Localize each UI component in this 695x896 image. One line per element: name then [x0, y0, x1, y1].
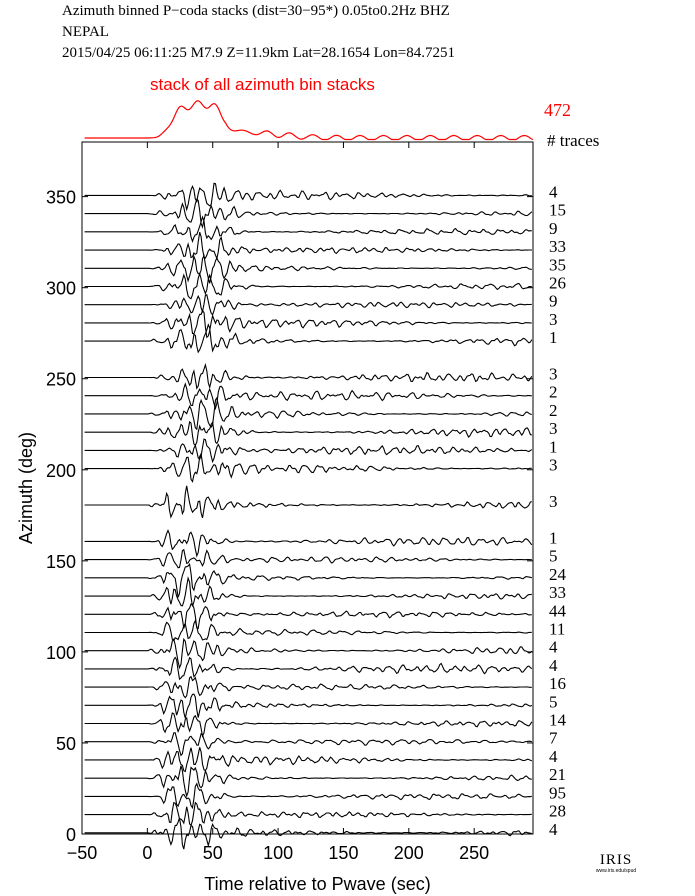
header-line-1: Azimuth binned P−coda stacks (dist=30−95…	[62, 3, 450, 19]
trace-count-label: 33	[549, 237, 566, 256]
y-tick-label: 350	[46, 188, 76, 208]
trace-count-label: 35	[549, 255, 566, 274]
count-labels: 4159333526931322313315243344114416514742…	[549, 182, 567, 838]
seismic-trace	[84, 309, 532, 339]
seismic-trace	[84, 396, 532, 431]
seismic-trace	[84, 765, 532, 798]
seismic-trace	[84, 675, 532, 699]
trace-count-label: 4	[549, 656, 558, 675]
trace-count-header: # traces	[547, 131, 599, 150]
trace-count-label: 21	[549, 765, 566, 784]
trace-count-label: 3	[549, 365, 558, 384]
x-tick-label: 50	[203, 843, 223, 863]
seismic-trace	[84, 215, 532, 243]
trace-count-label: 14	[549, 711, 567, 730]
seismic-trace	[84, 253, 532, 284]
seismic-trace	[84, 420, 532, 446]
trace-count-label: 3	[549, 456, 558, 475]
trace-count-label: 28	[549, 802, 566, 821]
seismic-trace	[84, 294, 532, 316]
seismic-trace	[84, 619, 532, 642]
trace-count-label: 3	[549, 310, 558, 329]
seismic-trace	[84, 801, 532, 827]
seismic-trace	[84, 747, 532, 773]
trace-count-label: 16	[549, 674, 566, 693]
y-tick-label: 0	[66, 825, 76, 845]
trace-count-label: 9	[549, 292, 558, 311]
seismic-trace	[84, 271, 532, 300]
x-axis-label: Time relative to Pwave (sec)	[204, 874, 430, 894]
seismic-trace	[84, 563, 532, 598]
trace-count-label: 1	[549, 328, 558, 347]
seismic-trace	[84, 485, 532, 519]
trace-count-label: 1	[549, 528, 558, 547]
seismic-trace	[84, 732, 532, 757]
y-tick-label: 50	[56, 734, 76, 754]
seismic-trace	[84, 323, 533, 354]
seismic-trace	[84, 656, 533, 681]
stack-trace	[84, 100, 534, 141]
y-tick-label: 100	[46, 643, 76, 663]
header-line-3: 2015/04/25 06:11:25 M7.9 Z=11.9km Lat=28…	[62, 45, 456, 61]
iris-logo-url: www.iris.edu/spud	[595, 868, 637, 874]
seismic-trace	[84, 712, 533, 738]
trace-count-label: 5	[549, 692, 558, 711]
seismic-trace	[84, 232, 532, 261]
iris-logo-text: IRIS	[599, 852, 633, 868]
trace-count-label: 4	[549, 820, 558, 839]
y-tick-label: 150	[46, 552, 76, 572]
seismic-trace	[84, 438, 533, 464]
y-tick-label: 300	[46, 279, 76, 299]
stack-summary: stack of all azimuth bin stacks 472 # trac…	[84, 75, 599, 150]
x-tick-label: 100	[263, 843, 293, 863]
trace-count-label: 24	[549, 565, 567, 584]
seismic-trace	[84, 782, 532, 810]
trace-count-label: 4	[549, 747, 558, 766]
x-tick-label: 0	[142, 843, 152, 863]
x-tick-label: 250	[459, 843, 489, 863]
plot-axes: −50 0 50 100 150 200 250050100150200250300350T…	[16, 141, 534, 894]
seismic-trace	[84, 362, 533, 390]
trace-count-label: 44	[549, 601, 567, 620]
trace-count-label: 5	[549, 547, 558, 566]
plot-frame	[81, 141, 534, 835]
seismic-trace	[84, 182, 532, 212]
x-tick-label: 200	[394, 843, 424, 863]
x-tick-label: −50	[67, 843, 98, 863]
seismic-trace	[84, 817, 532, 850]
trace-count-label: 4	[549, 638, 558, 657]
y-axis-label: Azimuth (deg)	[16, 432, 36, 544]
seismic-trace	[84, 603, 532, 630]
trace-count-label: 2	[549, 383, 558, 402]
trace-group	[84, 182, 533, 850]
seismic-trace	[84, 452, 532, 483]
trace-count-label: 26	[549, 273, 566, 292]
trace-count-label: 33	[549, 583, 566, 602]
trace-count-label: 11	[549, 619, 565, 638]
seismic-trace	[84, 576, 532, 607]
trace-count-label: 95	[549, 783, 566, 802]
iris-logo: IRIS www.iris.edu/spud	[593, 852, 639, 875]
trace-count-label: 7	[549, 729, 558, 748]
trace-count-label: 1	[549, 437, 558, 456]
trace-count-label: 3	[549, 492, 558, 511]
trace-count-label: 2	[549, 401, 558, 420]
trace-count-label: 4	[549, 182, 558, 201]
y-tick-label: 250	[46, 370, 76, 390]
stack-label: stack of all azimuth bin stacks	[150, 75, 375, 94]
seismic-trace	[84, 382, 532, 411]
trace-count-label: 3	[549, 419, 558, 438]
stack-count-label: 472	[544, 100, 571, 120]
trace-count-label: 15	[549, 201, 566, 220]
y-tick-label: 200	[46, 461, 76, 481]
trace-count-label: 9	[549, 219, 558, 238]
seismic-trace	[84, 198, 533, 229]
seismic-trace	[84, 637, 533, 670]
seismic-trace	[84, 548, 532, 569]
header-line-2: NEPAL	[62, 24, 109, 40]
seismic-trace	[84, 529, 533, 558]
seismic-trace	[84, 693, 533, 719]
x-tick-label: 150	[328, 843, 358, 863]
